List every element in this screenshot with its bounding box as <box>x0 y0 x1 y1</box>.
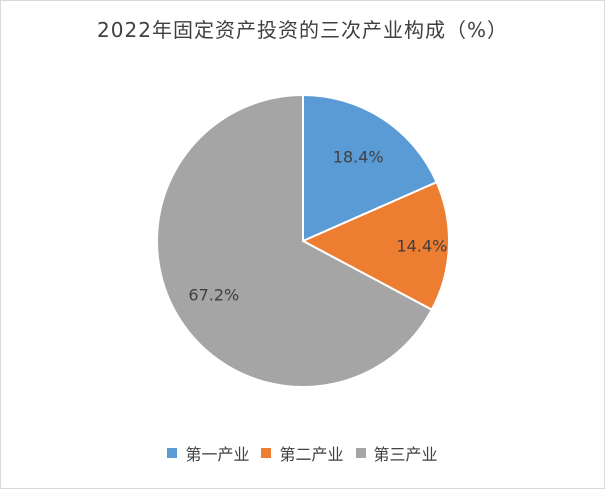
legend-swatch-3 <box>355 448 366 458</box>
legend-label-3: 第三产业 <box>373 445 438 464</box>
legend-item-1: 第一产业 <box>167 441 249 465</box>
legend-item-2: 第二产业 <box>261 441 344 465</box>
chart-title: 2022年固定资产投资的三次产业构成（%） <box>97 18 508 42</box>
pie-slice-1 <box>302 93 438 243</box>
legend: 第一产业 第二产业 第三产业 <box>0 441 605 465</box>
slice-label-1: 18.4% <box>333 147 384 166</box>
slice-label-3: 67.2% <box>188 286 239 305</box>
legend-label-2: 第二产业 <box>279 445 344 464</box>
legend-label-1: 第一产业 <box>185 445 250 464</box>
legend-item-3: 第三产业 <box>355 441 438 465</box>
slice-label-2: 14.4% <box>397 236 448 255</box>
pie-slice-3 <box>156 93 434 388</box>
pie-slice-2 <box>300 180 450 312</box>
legend-swatch-1 <box>167 448 178 458</box>
legend-swatch-2 <box>261 448 272 458</box>
